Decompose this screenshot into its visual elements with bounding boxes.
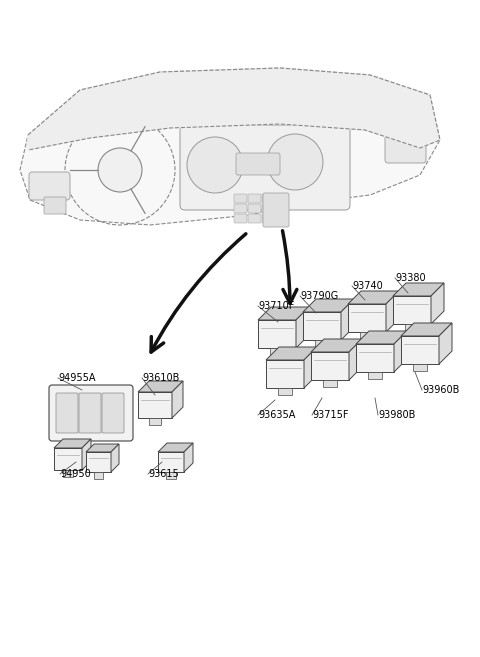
Polygon shape: [393, 296, 431, 324]
FancyBboxPatch shape: [102, 393, 124, 433]
Polygon shape: [368, 372, 382, 379]
Polygon shape: [324, 380, 336, 387]
Polygon shape: [86, 444, 119, 452]
Polygon shape: [356, 331, 407, 344]
FancyBboxPatch shape: [262, 194, 275, 203]
Polygon shape: [138, 392, 172, 418]
Text: 94950: 94950: [60, 469, 91, 479]
Polygon shape: [296, 307, 309, 348]
Polygon shape: [167, 472, 176, 479]
Polygon shape: [348, 291, 399, 304]
Text: 93740: 93740: [352, 281, 383, 291]
FancyBboxPatch shape: [234, 204, 247, 213]
Text: 93380: 93380: [395, 273, 426, 283]
Polygon shape: [303, 312, 341, 340]
Polygon shape: [303, 299, 354, 312]
Text: 93960B: 93960B: [422, 385, 459, 395]
Polygon shape: [413, 364, 427, 371]
Text: 94955A: 94955A: [58, 373, 96, 383]
Polygon shape: [258, 307, 309, 320]
Polygon shape: [266, 360, 304, 388]
Polygon shape: [149, 418, 161, 425]
Polygon shape: [356, 344, 394, 372]
Polygon shape: [158, 452, 184, 472]
FancyBboxPatch shape: [234, 194, 247, 203]
Polygon shape: [184, 443, 193, 472]
FancyBboxPatch shape: [56, 393, 78, 433]
Polygon shape: [304, 347, 317, 388]
Circle shape: [267, 134, 323, 190]
FancyBboxPatch shape: [248, 204, 261, 213]
Text: 93610B: 93610B: [142, 373, 180, 383]
Circle shape: [187, 137, 243, 193]
Polygon shape: [401, 336, 439, 364]
Polygon shape: [63, 470, 73, 477]
Polygon shape: [386, 291, 399, 332]
Polygon shape: [315, 340, 329, 347]
Polygon shape: [20, 68, 440, 225]
Polygon shape: [82, 439, 91, 470]
Text: 93980B: 93980B: [378, 410, 415, 420]
Polygon shape: [341, 299, 354, 340]
FancyBboxPatch shape: [234, 214, 247, 223]
Polygon shape: [54, 448, 82, 470]
FancyBboxPatch shape: [49, 385, 133, 441]
Polygon shape: [158, 443, 193, 452]
Polygon shape: [111, 444, 119, 472]
FancyBboxPatch shape: [248, 214, 261, 223]
FancyBboxPatch shape: [44, 197, 66, 214]
Polygon shape: [401, 323, 452, 336]
Text: 93715F: 93715F: [312, 410, 348, 420]
Polygon shape: [258, 320, 296, 348]
Polygon shape: [138, 381, 183, 392]
Polygon shape: [311, 339, 362, 352]
Polygon shape: [28, 68, 440, 150]
Polygon shape: [54, 439, 91, 448]
Polygon shape: [86, 452, 111, 472]
FancyBboxPatch shape: [262, 214, 275, 223]
FancyBboxPatch shape: [248, 194, 261, 203]
Polygon shape: [311, 352, 349, 380]
FancyBboxPatch shape: [180, 125, 350, 210]
FancyBboxPatch shape: [236, 153, 280, 175]
Text: 93710F: 93710F: [258, 301, 294, 311]
Polygon shape: [405, 324, 419, 331]
FancyBboxPatch shape: [262, 204, 275, 213]
FancyBboxPatch shape: [263, 193, 289, 227]
FancyBboxPatch shape: [385, 112, 426, 163]
Text: 93615: 93615: [148, 469, 179, 479]
Polygon shape: [270, 348, 284, 355]
Polygon shape: [360, 332, 373, 339]
Text: 93790G: 93790G: [300, 291, 338, 301]
Polygon shape: [172, 381, 183, 418]
Polygon shape: [278, 388, 292, 395]
Polygon shape: [393, 283, 444, 296]
Circle shape: [98, 148, 142, 192]
Polygon shape: [94, 472, 103, 479]
Polygon shape: [439, 323, 452, 364]
Polygon shape: [394, 331, 407, 372]
FancyBboxPatch shape: [79, 393, 101, 433]
Text: 93635A: 93635A: [258, 410, 295, 420]
Polygon shape: [348, 304, 386, 332]
Polygon shape: [349, 339, 362, 380]
Polygon shape: [431, 283, 444, 324]
Polygon shape: [266, 347, 317, 360]
FancyBboxPatch shape: [29, 172, 70, 200]
